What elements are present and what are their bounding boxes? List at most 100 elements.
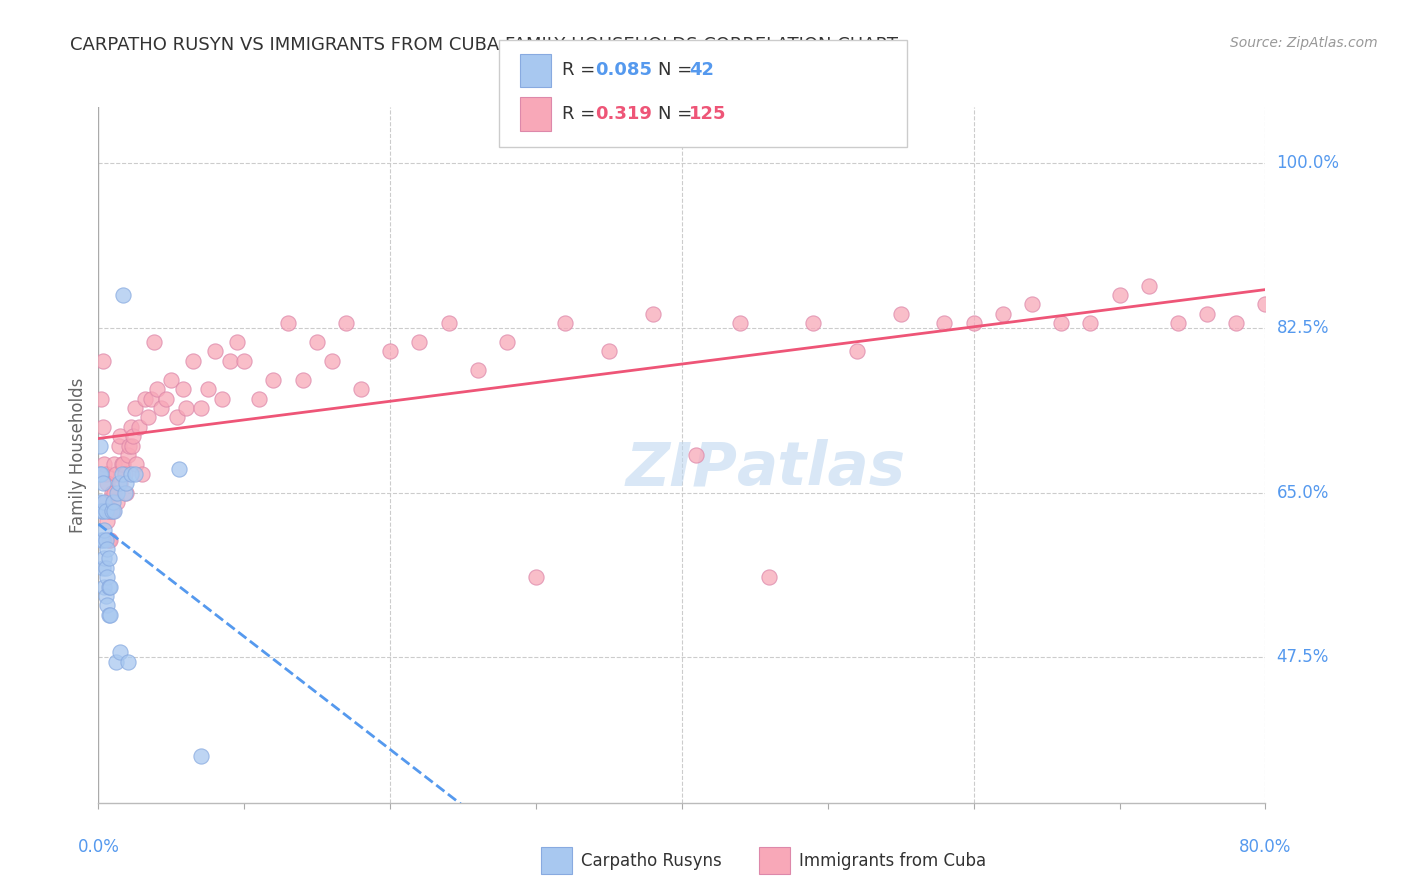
- Point: [378, 344, 402, 359]
- Point: [110, 645, 132, 659]
- Point: [190, 401, 212, 415]
- Point: [91, 533, 114, 547]
- Point: [166, 410, 188, 425]
- Point: [122, 429, 145, 443]
- Text: 80.0%: 80.0%: [1239, 838, 1292, 855]
- Point: [174, 401, 197, 415]
- Point: [112, 458, 135, 472]
- Point: [1254, 297, 1277, 311]
- Point: [97, 551, 120, 566]
- Point: [98, 580, 121, 594]
- Point: [160, 373, 183, 387]
- Point: [204, 344, 226, 359]
- Text: Carpatho Rusyns: Carpatho Rusyns: [581, 852, 721, 870]
- Point: [97, 580, 120, 594]
- Point: [134, 392, 156, 406]
- Point: [801, 316, 824, 330]
- Text: 42: 42: [689, 62, 714, 79]
- Text: 0.0%: 0.0%: [77, 838, 120, 855]
- Point: [93, 580, 115, 594]
- Text: CARPATHO RUSYN VS IMMIGRANTS FROM CUBA FAMILY HOUSEHOLDS CORRELATION CHART: CARPATHO RUSYN VS IMMIGRANTS FROM CUBA F…: [70, 36, 898, 54]
- Point: [1080, 316, 1102, 330]
- Point: [97, 607, 120, 622]
- Point: [97, 533, 120, 547]
- Point: [105, 485, 128, 500]
- Point: [262, 373, 284, 387]
- Point: [1108, 288, 1130, 302]
- Point: [89, 467, 111, 481]
- Point: [758, 570, 780, 584]
- Text: atlas: atlas: [737, 440, 907, 499]
- Point: [991, 307, 1014, 321]
- Point: [94, 467, 117, 481]
- Point: [218, 354, 240, 368]
- Point: [728, 316, 751, 330]
- Point: [91, 504, 114, 518]
- Text: R =: R =: [562, 62, 602, 79]
- Point: [226, 335, 249, 350]
- Point: [146, 382, 169, 396]
- Point: [598, 344, 620, 359]
- Point: [93, 523, 115, 537]
- Point: [890, 307, 912, 321]
- Point: [408, 335, 430, 350]
- Point: [104, 655, 127, 669]
- Point: [136, 410, 159, 425]
- Point: [94, 495, 117, 509]
- Point: [112, 288, 135, 302]
- Point: [211, 392, 233, 406]
- Point: [114, 467, 136, 481]
- Point: [118, 438, 141, 452]
- Point: [128, 419, 150, 434]
- Point: [110, 476, 132, 491]
- Point: [962, 316, 984, 330]
- Text: R =: R =: [562, 105, 602, 123]
- Point: [96, 541, 118, 556]
- Point: [101, 504, 124, 518]
- Point: [103, 485, 125, 500]
- Point: [1050, 316, 1073, 330]
- Point: [96, 476, 118, 491]
- Point: [1195, 307, 1218, 321]
- Point: [108, 476, 131, 491]
- Point: [91, 560, 114, 574]
- Point: [96, 599, 118, 613]
- Point: [93, 495, 115, 509]
- Point: [103, 504, 125, 518]
- Point: [307, 335, 329, 350]
- Point: [495, 335, 517, 350]
- Point: [291, 373, 314, 387]
- Point: [108, 438, 131, 452]
- Point: [167, 462, 190, 476]
- Text: 65.0%: 65.0%: [1277, 483, 1329, 501]
- Text: 0.319: 0.319: [595, 105, 651, 123]
- Text: 100.0%: 100.0%: [1277, 154, 1340, 172]
- Point: [93, 551, 115, 566]
- Point: [934, 316, 956, 330]
- Point: [125, 458, 148, 472]
- Point: [142, 335, 165, 350]
- Point: [89, 495, 111, 509]
- Point: [98, 533, 121, 547]
- Point: [233, 354, 256, 368]
- Point: [335, 316, 357, 330]
- Point: [121, 438, 143, 452]
- Point: [115, 485, 138, 500]
- Point: [94, 560, 117, 574]
- Point: [1225, 316, 1247, 330]
- Point: [139, 392, 162, 406]
- Point: [96, 570, 118, 584]
- Text: ZIP: ZIP: [626, 440, 738, 499]
- Point: [641, 307, 664, 321]
- Point: [103, 458, 125, 472]
- Point: [98, 607, 121, 622]
- Point: [111, 467, 134, 481]
- Point: [172, 382, 194, 396]
- Text: 82.5%: 82.5%: [1277, 319, 1329, 337]
- Text: 47.5%: 47.5%: [1277, 648, 1329, 666]
- Point: [98, 504, 121, 518]
- Point: [150, 401, 173, 415]
- Point: [554, 316, 576, 330]
- Point: [467, 363, 489, 377]
- Point: [115, 476, 138, 491]
